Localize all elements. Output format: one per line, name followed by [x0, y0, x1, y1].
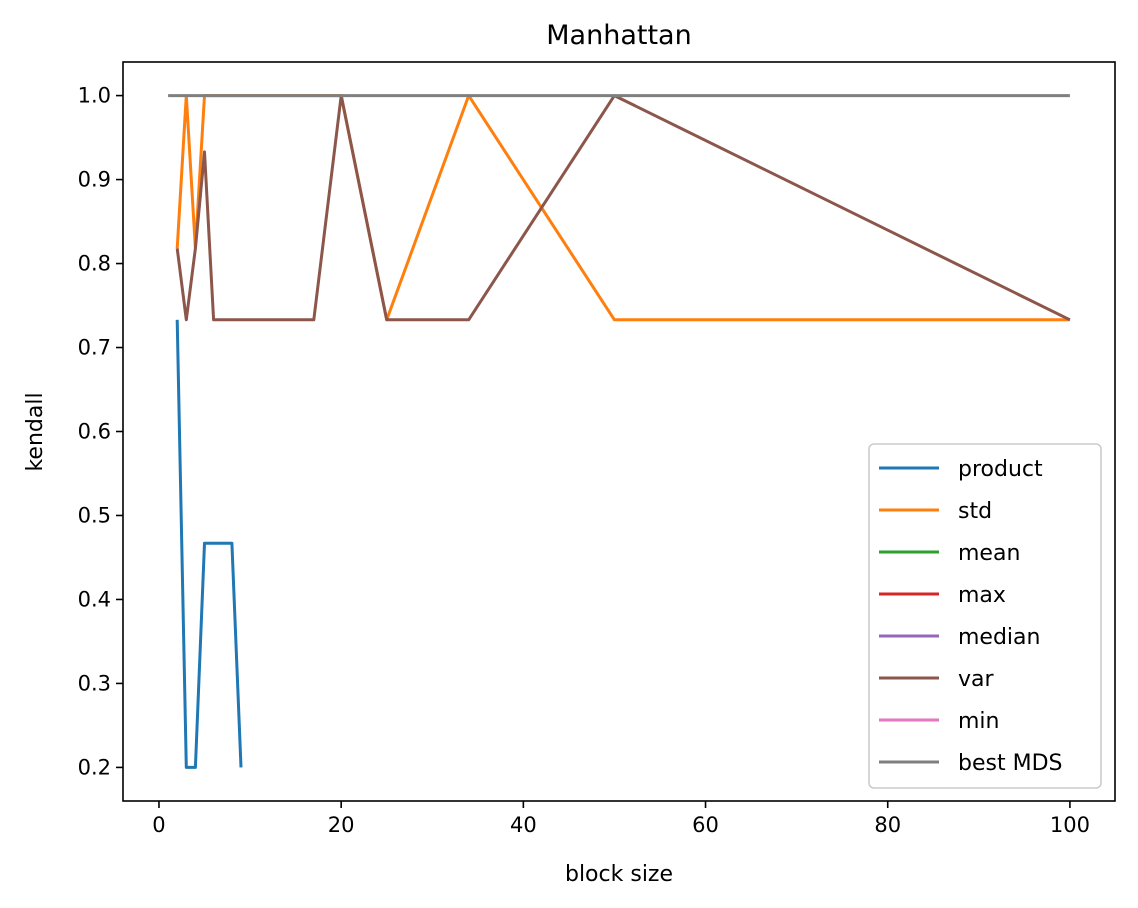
x-tick-label: 80	[874, 813, 901, 837]
y-tick-label: 1.0	[78, 84, 111, 108]
legend-label-median: median	[958, 625, 1040, 650]
legend-label-mean: mean	[958, 541, 1020, 566]
x-tick-label: 100	[1050, 813, 1090, 837]
y-tick-label: 0.7	[78, 336, 111, 360]
legend-label-min: min	[958, 709, 1000, 734]
y-tick-label: 0.6	[78, 420, 111, 444]
legend-label-std: std	[958, 499, 992, 524]
y-tick-label: 0.2	[78, 755, 111, 779]
x-axis-label: block size	[565, 862, 673, 887]
legend-frame	[868, 443, 1102, 789]
series-line-var	[175, 94, 1071, 322]
legend-items: product std mean max median var min best MDS	[879, 457, 1062, 776]
x-tick-label: 60	[692, 813, 719, 837]
legend: product std mean max median var min best MDS	[868, 443, 1102, 789]
x-tick-label: 20	[328, 813, 355, 837]
series-layer	[168, 94, 1071, 769]
y-tick-label: 0.8	[78, 252, 111, 276]
y-axis-ticks: 0.2 0.3 0.4 0.5 0.6 0.7 0.8 0.9 1.0	[78, 84, 123, 779]
y-tick-label: 0.9	[78, 168, 111, 192]
chart-title: Manhattan	[546, 20, 691, 51]
series-line-product	[175, 319, 243, 769]
y-tick-label: 0.4	[78, 587, 111, 611]
y-axis-label: kendall	[23, 392, 48, 471]
y-tick-label: 0.5	[78, 503, 111, 527]
x-axis-ticks: 0 20 40 60 80 100	[152, 801, 1090, 837]
x-tick-label: 40	[510, 813, 537, 837]
x-tick-label: 0	[152, 813, 165, 837]
y-tick-label: 0.3	[78, 671, 111, 695]
legend-label-var: var	[958, 667, 995, 692]
legend-label-best-mds: best MDS	[958, 751, 1062, 776]
legend-label-product: product	[958, 457, 1043, 482]
legend-label-max: max	[958, 583, 1006, 608]
